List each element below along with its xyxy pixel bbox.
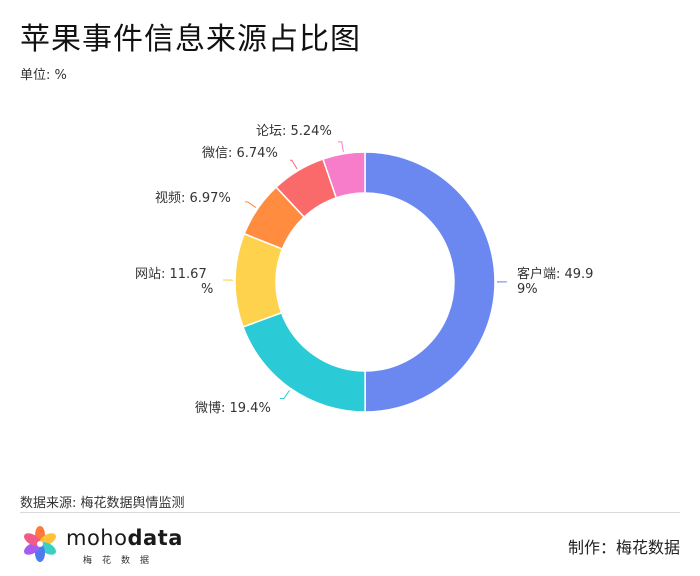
slice-label-5: 论坛: 5.24%: [256, 124, 332, 139]
slice-label-2: 网站: 11.67%: [135, 267, 213, 297]
slice-label-1: 微博: 19.4%: [195, 401, 271, 416]
leader-line-1: [280, 390, 290, 400]
slice-label-4: 微信: 6.74%: [202, 146, 278, 161]
leader-line-5: [338, 141, 344, 152]
leader-line-3: [245, 201, 257, 208]
divider: [20, 512, 680, 513]
brand-subtitle: 梅花数据: [83, 556, 160, 566]
slice-0: [364, 151, 496, 413]
brand-logo: [24, 526, 56, 562]
unit-label: 单位: %: [20, 68, 67, 83]
slice-label-0: 客户端: 49.9 9%: [517, 266, 593, 297]
brand-suffix: data: [127, 526, 183, 550]
slice-label-3: 视频: 6.97%: [155, 191, 231, 206]
flower-icon: [24, 526, 56, 562]
brand-prefix: moho: [66, 526, 128, 550]
brand-name: mohodata: [66, 526, 183, 550]
leader-line-4: [290, 159, 298, 170]
slice-5: [322, 151, 366, 199]
chart-title: 苹果事件信息来源占比图: [20, 22, 361, 57]
slice-1: [242, 311, 366, 413]
data-source: 数据来源: 梅花数据舆情监测: [20, 496, 185, 511]
credit: 制作：梅花数据: [567, 538, 680, 557]
donut-chart: 客户端: 49.9 9% 微博: 19.4% 网站: 11.67 % 视频: 6.97% 微…: [135, 124, 593, 416]
slice-2: [234, 232, 284, 328]
